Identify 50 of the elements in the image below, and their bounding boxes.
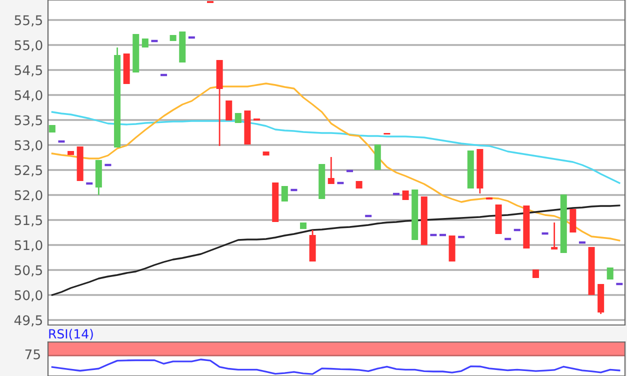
y-tick-label: 54,0 (14, 90, 42, 102)
candlestick (356, 181, 362, 188)
line-series (51, 204, 620, 296)
candlestick (48, 125, 56, 132)
candlestick (281, 186, 288, 202)
y-tick-label: 55,5 (14, 15, 42, 27)
candlestick (402, 190, 409, 200)
y-tick-label: 53,5 (14, 115, 42, 127)
y-tick-label: 52,5 (14, 165, 42, 177)
line-series (51, 111, 620, 184)
candlestick (588, 247, 595, 295)
y-tick-label: 54,5 (14, 65, 42, 77)
candlestick (495, 204, 502, 234)
candlestick (560, 194, 567, 253)
candlestick (523, 206, 530, 248)
candlestick (142, 38, 148, 48)
candlestick (234, 113, 242, 123)
candlestick (318, 164, 326, 199)
candlestick (76, 146, 84, 181)
line-series (51, 82, 620, 242)
candlestick (420, 196, 428, 245)
candlestick (179, 32, 186, 62)
candlestick (272, 182, 279, 222)
y-tick-label: 51,0 (14, 240, 42, 252)
y-tick-label: 49,5 (14, 315, 42, 327)
y-tick-label: 51,5 (14, 215, 42, 227)
candlestick (570, 209, 576, 232)
candlestick (467, 150, 474, 188)
candlestick (244, 110, 251, 144)
candlestick (551, 222, 558, 250)
candlestick (123, 54, 130, 84)
candlestick (606, 268, 614, 280)
candlestick (448, 236, 456, 262)
candlestick (226, 100, 232, 120)
candlestick (68, 151, 74, 155)
y-tick-label: 50,0 (14, 290, 42, 302)
y-tick-label: 52,0 (14, 190, 42, 202)
candlestick (132, 34, 140, 72)
candlestick (328, 156, 334, 185)
candlestick (262, 152, 270, 156)
candlestick (412, 190, 418, 240)
chart-title: RSI(14) (49, 328, 93, 340)
y-tick-label: 53,0 (14, 140, 42, 152)
y-tick-label: 55,0 (14, 40, 42, 52)
candlestick (532, 270, 539, 278)
candlestick (374, 144, 381, 170)
candlestick (170, 35, 176, 41)
band-label: 75 (25, 350, 40, 360)
candlestick (300, 222, 307, 229)
y-tick-label: 50,5 (14, 265, 42, 277)
